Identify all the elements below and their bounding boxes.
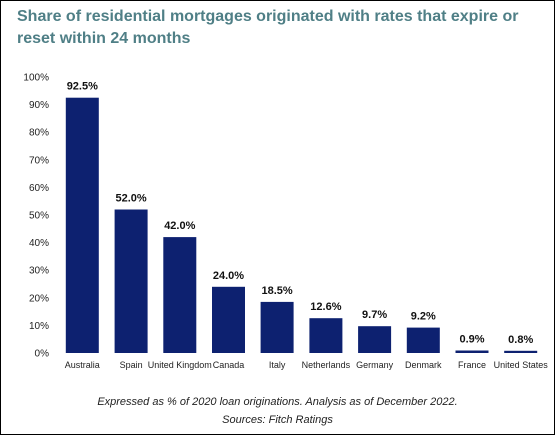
x-tick-label: Australia: [65, 360, 100, 370]
bar: [406, 327, 440, 353]
data-label: 92.5%: [67, 81, 98, 93]
x-tick-label: United Kingdom: [148, 360, 212, 370]
bar: [455, 350, 489, 353]
y-tick-label: 10%: [29, 321, 49, 332]
data-label: 42.0%: [164, 220, 195, 232]
y-tick-label: 60%: [29, 183, 49, 194]
x-tick-label: Germany: [356, 360, 394, 370]
data-labels: 92.5% 52.0% 42.0% 24.0% 18.5% 12.6% 9.7% 9.2% 0.…: [67, 81, 534, 346]
bar: [163, 237, 197, 353]
data-label: 24.0%: [213, 270, 244, 282]
y-tick-label: 90%: [29, 100, 49, 111]
y-axis: 0% 10% 20% 30% 40% 50% 60% 70% 80% 90% 100%: [23, 73, 49, 360]
y-tick-label: 30%: [29, 266, 49, 277]
x-tick-label: Italy: [269, 360, 286, 370]
data-label: 0.9%: [459, 334, 484, 346]
x-tick-label: Canada: [213, 360, 245, 370]
data-label: 12.6%: [310, 301, 341, 313]
x-tick-label: United States: [494, 360, 549, 370]
data-label: 18.5%: [261, 285, 292, 297]
x-axis: Australia Spain United Kingdom Canada Italy N…: [65, 360, 548, 370]
bar: [114, 209, 148, 353]
bar: [65, 97, 99, 353]
bar: [212, 286, 245, 353]
y-tick-label: 0%: [35, 349, 50, 360]
x-tick-label: Denmark: [405, 360, 442, 370]
bar: [260, 301, 294, 353]
y-tick-label: 40%: [29, 238, 49, 249]
data-label: 52.0%: [115, 193, 146, 205]
bars: [65, 97, 538, 353]
x-tick-label: Spain: [120, 360, 143, 370]
y-tick-label: 20%: [29, 293, 49, 304]
bar: [309, 318, 343, 353]
y-tick-label: 50%: [29, 211, 49, 222]
data-label: 9.7%: [362, 309, 387, 321]
data-label: 0.8%: [508, 334, 533, 346]
data-label: 9.2%: [411, 311, 436, 323]
x-tick-label: France: [458, 360, 486, 370]
y-tick-label: 70%: [29, 155, 49, 166]
footnote-analysis: Expressed as % of 2020 loan originations…: [97, 396, 458, 408]
y-tick-label: 100%: [23, 73, 49, 84]
x-tick-label: Netherlands: [302, 360, 351, 370]
footnote-sources: Sources: Fitch Ratings: [222, 414, 333, 426]
bar: [504, 350, 538, 353]
bar: [358, 326, 392, 353]
y-tick-label: 80%: [29, 128, 49, 139]
chart-title: Share of residential mortgages originate…: [17, 8, 519, 47]
